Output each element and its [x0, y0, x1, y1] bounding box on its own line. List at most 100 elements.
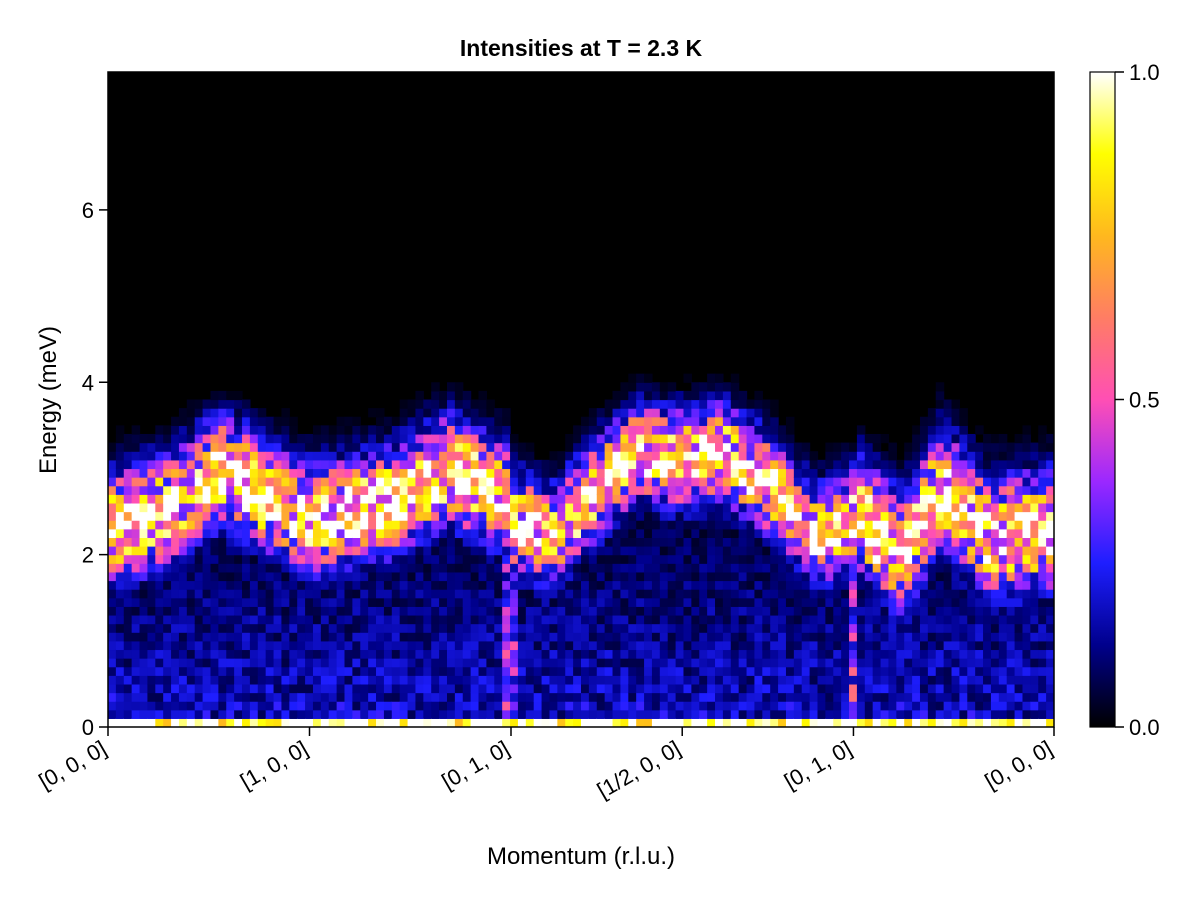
heatmap-cell [242, 399, 251, 409]
heatmap-cell [407, 718, 417, 727]
heatmap-cell [588, 683, 598, 694]
heatmap-cell [470, 528, 480, 538]
heatmap-cell [801, 459, 811, 470]
heatmap-cell [242, 554, 251, 564]
heatmap-cell [1030, 623, 1039, 633]
heatmap-cell [738, 632, 748, 642]
heatmap-cell [888, 718, 897, 727]
heatmap-cell [439, 511, 448, 521]
heatmap-cell [470, 451, 480, 461]
heatmap-cell [730, 520, 740, 530]
heatmap-cell [486, 451, 495, 461]
heatmap-cell [131, 468, 141, 478]
heatmap-cell [699, 546, 708, 556]
heatmap-cell [178, 658, 188, 668]
heatmap-cell [762, 408, 771, 418]
heatmap-cell [565, 589, 574, 599]
heatmap-cell [565, 614, 574, 625]
heatmap-cell [305, 649, 314, 659]
heatmap-cell [849, 485, 858, 495]
heatmap-cell [510, 537, 519, 547]
heatmap-cell [872, 709, 882, 719]
heatmap-cell [360, 546, 369, 556]
heatmap-cell [1046, 589, 1054, 599]
heatmap-cell [919, 416, 929, 426]
heatmap-cell [202, 683, 212, 694]
heatmap-cell [336, 416, 346, 426]
heatmap-cell [407, 589, 417, 599]
heatmap-cell [975, 658, 984, 668]
heatmap-cell [557, 666, 566, 676]
heatmap-cell [715, 382, 724, 392]
heatmap-cell [849, 718, 858, 727]
heatmap-cell [833, 442, 842, 452]
heatmap-cell [620, 597, 629, 607]
heatmap-cell [628, 408, 637, 418]
heatmap-cell [115, 425, 125, 435]
heatmap-cell [715, 442, 724, 452]
heatmap-cell [1046, 571, 1054, 582]
heatmap-cell [210, 477, 219, 487]
heatmap-cell [675, 511, 685, 521]
heatmap-cell [628, 451, 637, 461]
heatmap-cell [943, 683, 953, 694]
heatmap-cell [1030, 571, 1039, 582]
heatmap-cell [785, 494, 795, 504]
heatmap-cell [265, 511, 275, 521]
heatmap-cell [967, 468, 976, 478]
colorbar-axis: 0.00.51.0 [1115, 60, 1160, 740]
heatmap-cell [147, 606, 156, 616]
heatmap-cell [809, 502, 819, 513]
heatmap-cell [856, 537, 866, 547]
heatmap-cell [919, 554, 929, 564]
heatmap-cell [691, 692, 700, 702]
heatmap-cell [423, 459, 432, 470]
heatmap-cell [139, 666, 149, 676]
heatmap-cell [186, 425, 196, 435]
heatmap-cell [762, 485, 771, 495]
heatmap-cell [604, 477, 614, 487]
heatmap-cell [1038, 459, 1047, 470]
heatmap-cell [328, 658, 338, 668]
heatmap-cell [785, 683, 795, 694]
heatmap-cell [722, 477, 732, 487]
heatmap-cell [502, 537, 511, 547]
heatmap-cell [549, 709, 558, 719]
heatmap-cell [975, 468, 984, 478]
heatmap-cell [715, 485, 724, 495]
heatmap-cell [320, 433, 330, 444]
heatmap-cell [462, 675, 472, 685]
heatmap-cell [1038, 623, 1047, 633]
heatmap-cell [699, 571, 708, 582]
heatmap-cell [596, 537, 606, 547]
heatmap-cell [486, 433, 495, 444]
heatmap-cell [675, 571, 685, 582]
heatmap-cell [226, 580, 235, 590]
heatmap-cell [1014, 606, 1024, 616]
heatmap-cell [1014, 563, 1024, 573]
heatmap-cell [226, 468, 235, 478]
heatmap-cell [983, 502, 992, 513]
heatmap-cell [226, 589, 235, 599]
heatmap-cell [990, 502, 1000, 513]
heatmap-cell [494, 701, 503, 711]
heatmap-cell [691, 709, 700, 719]
heatmap-cell [431, 606, 440, 616]
heatmap-cell [352, 459, 361, 470]
heatmap-cell [864, 485, 874, 495]
heatmap-cell [517, 563, 527, 573]
heatmap-cell [344, 494, 353, 504]
heatmap-cell [801, 477, 811, 487]
heatmap-cell [1006, 580, 1016, 590]
heatmap-cell [730, 563, 740, 573]
heatmap-cell [431, 485, 440, 495]
heatmap-cell [525, 606, 535, 616]
heatmap-cell [186, 709, 196, 719]
heatmap-cell [754, 640, 763, 651]
heatmap-cell [951, 442, 960, 452]
heatmap-cell [446, 589, 456, 599]
heatmap-cell [612, 709, 622, 719]
heatmap-cell [880, 502, 890, 513]
heatmap-cell [770, 468, 779, 478]
heatmap-cell [651, 571, 661, 582]
